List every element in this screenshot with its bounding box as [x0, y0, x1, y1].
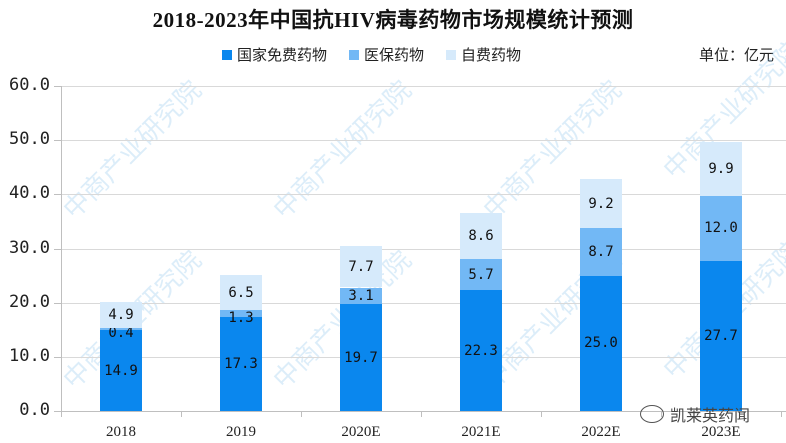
y-tick-mark	[54, 303, 61, 304]
x-tick-label: 2020E	[341, 424, 381, 440]
data-label: 9.9	[708, 161, 734, 178]
x-tick-mark	[181, 411, 182, 417]
data-label: 4.9	[108, 306, 134, 323]
y-tick-label: 10.0	[9, 346, 50, 366]
data-label: 25.0	[584, 335, 618, 352]
bar-segment: 0.4	[100, 326, 142, 340]
y-tick-label: 0.0	[19, 400, 50, 420]
y-tick-label: 40.0	[9, 183, 50, 203]
data-label: 14.9	[104, 362, 138, 379]
data-label: 22.3	[464, 342, 498, 359]
legend-swatch-free	[222, 49, 232, 60]
legend-label-insurance: 医保药物	[364, 46, 425, 64]
wechat-icon	[640, 405, 664, 423]
bar-segment: 7.7	[340, 245, 382, 288]
bar-segment: 9.9	[700, 142, 742, 196]
credit: 凯莱英药闻	[640, 402, 750, 426]
legend-item-selfpay: 自费药物	[446, 44, 521, 65]
x-tick-mark	[61, 411, 62, 417]
x-tick-label: 2023E	[701, 424, 741, 440]
bar-segment: 8.6	[460, 212, 502, 260]
bar-segment: 17.3	[220, 317, 262, 411]
gridline	[61, 357, 786, 358]
gridline	[61, 86, 786, 87]
bar-segment: 9.2	[580, 178, 622, 229]
x-tick-label: 2019	[226, 424, 256, 440]
x-tick-label: 2021E	[461, 424, 501, 440]
bar-segment: 5.7	[460, 259, 502, 291]
data-label: 3.1	[348, 287, 374, 304]
data-label: 8.7	[588, 244, 614, 261]
unit-label: 单位：亿元	[698, 46, 774, 64]
bar-segment: 4.9	[100, 301, 142, 329]
data-label: 1.3	[228, 309, 254, 326]
data-label: 9.2	[588, 195, 614, 212]
bar-segment: 1.3	[220, 310, 262, 325]
data-label: 27.7	[704, 327, 738, 344]
legend-swatch-selfpay	[446, 49, 457, 60]
data-label: 0.4	[108, 325, 134, 342]
data-label: 6.5	[228, 284, 254, 301]
y-axis	[61, 86, 62, 412]
bar-segment: 27.7	[700, 260, 742, 411]
y-tick-label: 30.0	[9, 238, 50, 258]
data-label: 5.7	[468, 266, 494, 283]
legend-item-insurance: 医保药物	[349, 44, 424, 65]
watermark: 中商产业研究院	[267, 75, 418, 226]
y-tick-mark	[54, 357, 61, 358]
legend-swatch-insurance	[349, 49, 360, 60]
bar-segment: 12.0	[700, 195, 742, 261]
bar-segment: 8.7	[580, 228, 622, 276]
bar-segment: 22.3	[460, 290, 502, 411]
legend-label-free: 国家免费药物	[237, 46, 328, 64]
x-tick-label: 2022E	[581, 424, 621, 440]
data-label: 12.0	[704, 220, 738, 237]
legend-item-free: 国家免费药物	[222, 44, 327, 65]
x-tick-mark	[781, 411, 782, 417]
y-tick-mark	[54, 140, 61, 141]
data-label: 19.7	[344, 349, 378, 366]
watermark: 中商产业研究院	[57, 75, 208, 226]
y-tick-label: 50.0	[9, 129, 50, 149]
x-tick-label: 2018	[106, 424, 136, 440]
data-label: 7.7	[348, 258, 374, 275]
y-tick-mark	[54, 249, 61, 250]
chart-title: 2018-2023年中国抗HIV病毒药物市场规模统计预测	[152, 8, 634, 32]
y-tick-mark	[54, 86, 61, 87]
y-tick-mark	[54, 194, 61, 195]
bar-segment: 25.0	[580, 275, 622, 411]
credit-label: 凯莱英药闻	[670, 406, 751, 425]
gridline	[61, 249, 786, 250]
y-tick-label: 60.0	[9, 75, 50, 95]
y-tick-label: 20.0	[9, 292, 50, 312]
legend-label-selfpay: 自费药物	[461, 46, 522, 64]
gridline	[61, 194, 786, 195]
data-label: 8.6	[468, 228, 494, 245]
gridline	[61, 303, 786, 304]
legend: 国家免费药物 医保药物 自费药物	[222, 44, 543, 65]
bar-segment: 6.5	[220, 275, 262, 311]
bar-segment: 14.9	[100, 330, 142, 411]
gridline	[61, 140, 786, 141]
x-tick-mark	[301, 411, 302, 417]
bar-segment: 19.7	[340, 304, 382, 411]
x-tick-mark	[421, 411, 422, 417]
x-axis	[54, 411, 786, 412]
x-tick-mark	[541, 411, 542, 417]
data-label: 17.3	[224, 356, 258, 373]
bar-segment: 3.1	[340, 287, 382, 305]
